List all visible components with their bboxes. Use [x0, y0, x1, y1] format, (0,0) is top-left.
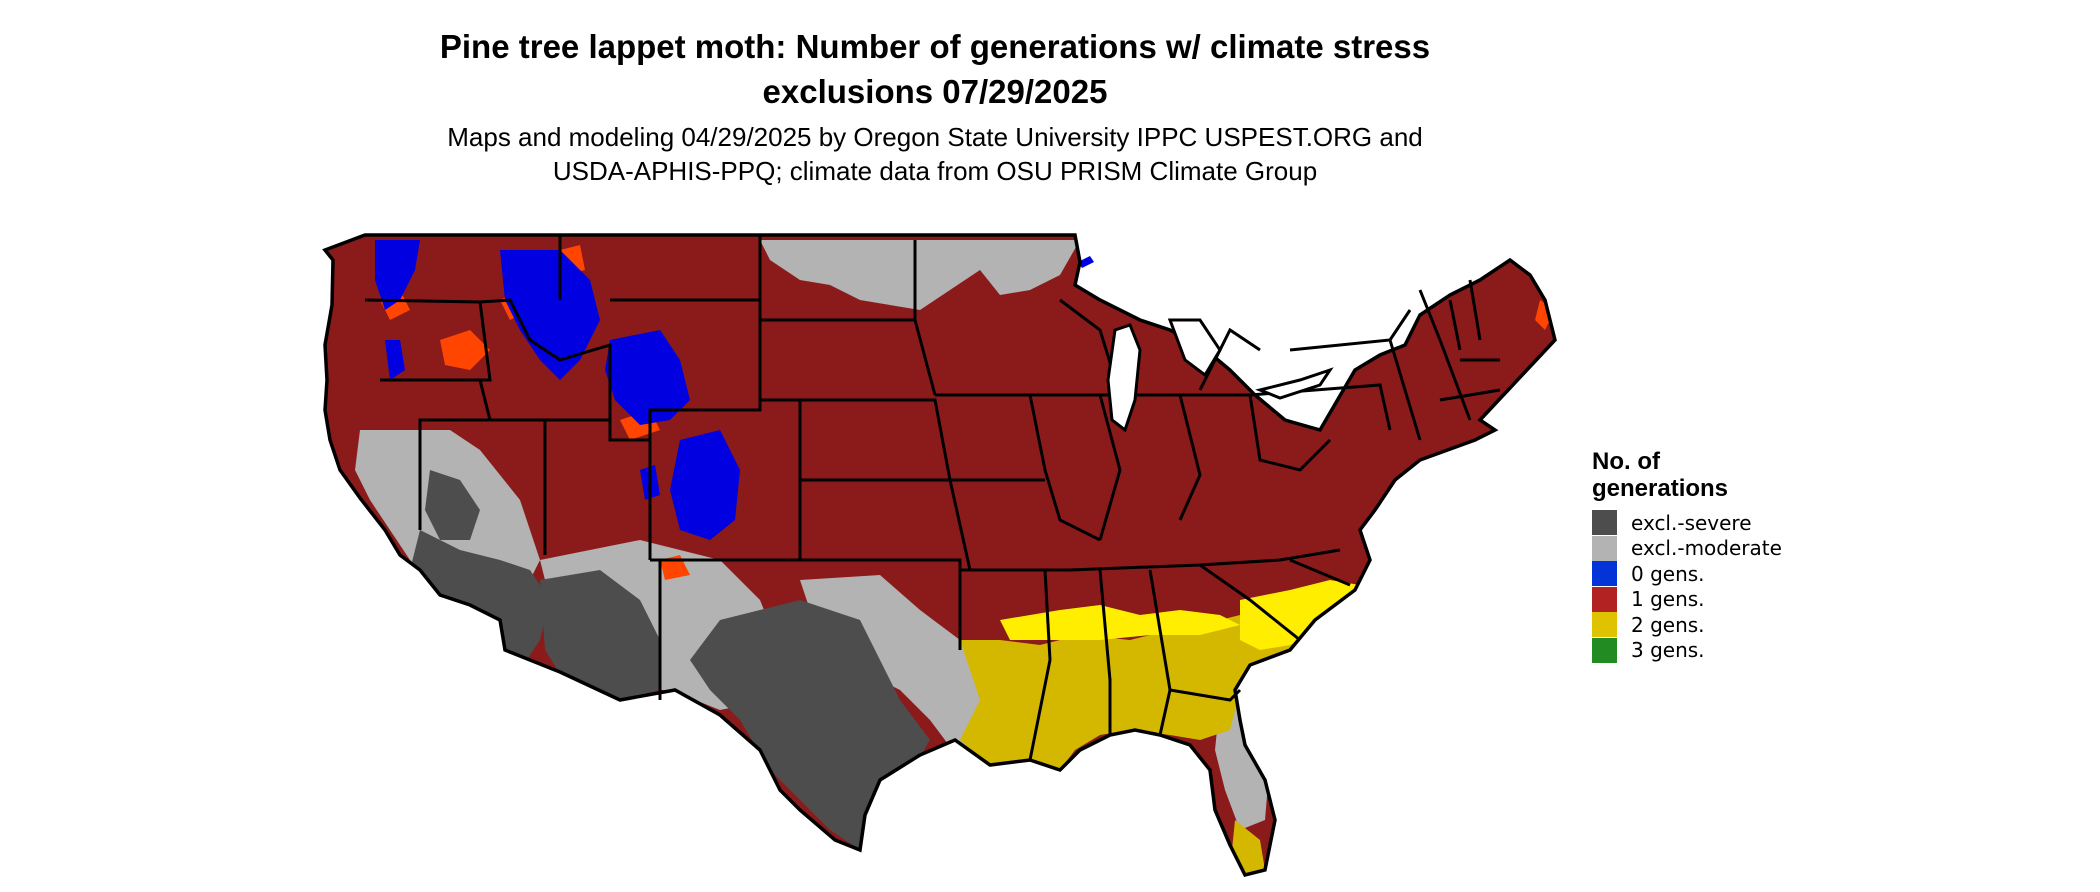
legend-title-line-2: generations — [1592, 475, 1729, 502]
lake-erie — [1255, 367, 1334, 400]
legend-label: 3 gens. — [1631, 638, 1705, 663]
state-borders — [364, 235, 1501, 761]
two-gens-regions — [960, 580, 1360, 875]
legend-label: excl.-moderate — [1631, 536, 1782, 561]
legend-label: 2 gens. — [1631, 612, 1705, 637]
legend-swatch — [1592, 510, 1617, 536]
zero-gens-regions — [375, 240, 740, 540]
map-title: Pine tree lappet moth: Number of generat… — [0, 24, 1870, 114]
legend-swatch — [1592, 637, 1617, 663]
map-fill-layers — [325, 235, 1555, 875]
zero-gens-idaho — [500, 250, 600, 380]
map-subtitle-line-1: Maps and modeling 04/29/2025 by Oregon S… — [447, 122, 1423, 152]
zero-gens-island — [1078, 256, 1094, 268]
severe-region-nevada — [425, 470, 480, 540]
map-title-line-1: Pine tree lappet moth: Number of generat… — [439, 28, 1431, 65]
map-legend: No. of generations excl.-severe excl.-mo… — [1592, 448, 1782, 663]
lake-huron — [1167, 318, 1222, 378]
two-gens-region-carolinas — [1240, 580, 1360, 650]
legend-title: No. of generations — [1592, 448, 1782, 502]
zero-gens-wyoming — [605, 330, 690, 425]
legend-item-3-gens: 3 gens. — [1592, 637, 1782, 664]
legend-label: excl.-severe — [1631, 510, 1752, 535]
legend-item-excl-moderate: excl.-moderate — [1592, 535, 1782, 562]
legend-swatch — [1592, 561, 1617, 587]
map-subtitle-line-2: USDA-APHIS-PPQ; climate data from OSU PR… — [552, 156, 1318, 186]
legend-swatch — [1592, 586, 1617, 612]
legend-item-excl-severe: excl.-severe — [1592, 510, 1782, 536]
map-title-line-2: exclusions 07/29/2025 — [762, 73, 1108, 110]
zero-gens-cascades-north — [375, 240, 420, 310]
legend-swatch — [1592, 612, 1617, 638]
legend-item-1-gens: 1 gens. — [1592, 586, 1782, 613]
moderate-region-minnesota — [760, 240, 1080, 310]
zero-gens-oregon-spot — [385, 340, 405, 380]
legend-title-line-1: No. of — [1592, 448, 1660, 475]
severe-region-texas — [690, 600, 930, 850]
great-lakes — [1106, 318, 1334, 433]
legend-swatch — [1592, 535, 1617, 561]
severe-region-arizona — [540, 570, 660, 700]
map-subtitle: Maps and modeling 04/29/2025 by Oregon S… — [0, 120, 1870, 188]
two-gens-region-north-belt — [1000, 605, 1240, 640]
legend-item-0-gens: 0 gens. — [1592, 561, 1782, 587]
zero-gens-colorado — [670, 430, 740, 540]
legend-item-2-gens: 2 gens. — [1592, 612, 1782, 638]
legend-label: 1 gens. — [1631, 587, 1705, 612]
lake-michigan — [1106, 323, 1142, 433]
legend-label: 0 gens. — [1631, 561, 1705, 586]
two-gens-region-florida-tip — [1232, 820, 1265, 875]
